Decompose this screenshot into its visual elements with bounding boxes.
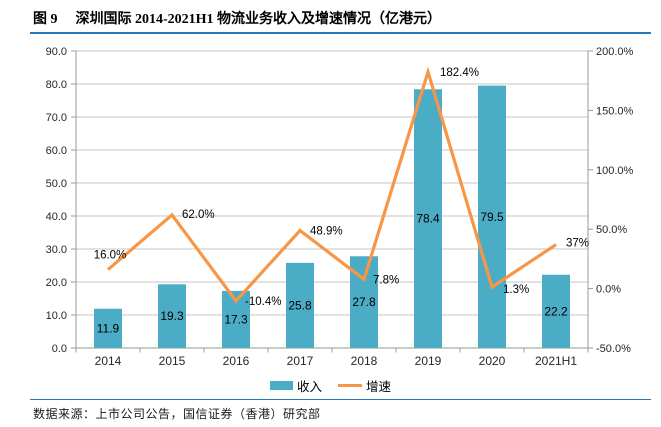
left-axis-tick-label: 70.0 bbox=[46, 112, 67, 124]
legend-label-growth: 增速 bbox=[366, 380, 392, 394]
revenue-bar-2017 bbox=[286, 262, 314, 348]
growth-point-label: -10.4% bbox=[245, 296, 281, 308]
growth-point-label: 16.0% bbox=[94, 250, 127, 262]
revenue-bar-2019 bbox=[414, 89, 442, 348]
x-axis-category-label: 2015 bbox=[159, 354, 186, 368]
left-axis-tick-label: 50.0 bbox=[46, 178, 67, 190]
x-axis-category-label: 2014 bbox=[95, 354, 122, 368]
x-axis-category-label: 2017 bbox=[287, 354, 314, 368]
revenue-growth-combo-chart: 0.0 10.0 20.0 30.0 40.0 50.0 60.0 70.0 80.0 90.0 -… bbox=[46, 46, 634, 368]
right-axis-tick-label: 100.0% bbox=[596, 165, 634, 177]
right-axis-tick-label: 150.0% bbox=[596, 105, 634, 117]
footer-divider-line bbox=[30, 399, 651, 400]
x-axis-category-label: 2016 bbox=[223, 354, 250, 368]
figure-number-label: 图 9 bbox=[33, 12, 58, 27]
revenue-bar-2021H1 bbox=[542, 274, 570, 348]
right-axis-tick-label: -50.0% bbox=[596, 343, 631, 355]
revenue-bar-value-label: 22.2 bbox=[544, 304, 568, 318]
title-divider-line bbox=[30, 32, 651, 34]
growth-line-swatch-icon bbox=[338, 384, 362, 387]
x-axis-category-label: 2021H1 bbox=[535, 354, 577, 368]
x-axis-category-label: 2020 bbox=[479, 354, 506, 368]
x-axis-category-label: 2019 bbox=[415, 354, 442, 368]
growth-point-label: 62.0% bbox=[182, 209, 215, 221]
legend-item-growth: 增速 bbox=[338, 376, 391, 395]
figure-title-text: 深圳国际 2014-2021H1 物流业务收入及增速情况（亿港元） bbox=[75, 12, 442, 27]
revenue-bar-value-label: 11.9 bbox=[97, 321, 120, 335]
legend-item-revenue: 收入 bbox=[269, 376, 322, 395]
growth-point-label: 48.9% bbox=[310, 226, 343, 238]
revenue-bar-value-label: 25.8 bbox=[288, 298, 312, 312]
growth-point-label: 182.4% bbox=[440, 67, 479, 79]
right-axis-tick-label: 50.0% bbox=[596, 224, 627, 236]
revenue-bar-value-label: 17.3 bbox=[224, 312, 248, 326]
revenue-bar-2020 bbox=[478, 85, 506, 349]
legend-label-revenue: 收入 bbox=[296, 380, 322, 394]
revenue-bar-value-label: 19.3 bbox=[160, 309, 184, 323]
revenue-bar-2015 bbox=[158, 284, 186, 348]
chart-legend: 收入 增速 bbox=[0, 376, 661, 395]
left-axis-tick-label: 90.0 bbox=[46, 46, 67, 58]
right-axis-tick-label: 200.0% bbox=[596, 46, 634, 58]
growth-point-label: 1.3% bbox=[503, 284, 529, 296]
figure-title: 图 9 深圳国际 2014-2021H1 物流业务收入及增速情况（亿港元） bbox=[33, 8, 441, 28]
revenue-bar-value-label: 79.5 bbox=[480, 210, 504, 224]
revenue-bar-value-label: 78.4 bbox=[416, 212, 440, 226]
left-axis-tick-label: 0.0 bbox=[52, 343, 67, 355]
growth-point-label: 37% bbox=[566, 238, 589, 250]
right-axis-tick-label: 0.0% bbox=[596, 284, 621, 296]
left-axis-tick-label: 30.0 bbox=[46, 244, 67, 256]
x-axis-category-label: 2018 bbox=[351, 354, 378, 368]
revenue-bar-swatch-icon bbox=[269, 381, 293, 390]
data-source-note: 数据来源：上市公司公告，国信证券（香港）研究部 bbox=[33, 407, 321, 421]
growth-rate-line bbox=[106, 66, 557, 304]
left-axis-tick-label: 40.0 bbox=[46, 211, 67, 223]
growth-point-label: 7.8% bbox=[373, 274, 399, 286]
left-axis-tick-label: 10.0 bbox=[46, 310, 67, 322]
revenue-bar-value-label: 27.8 bbox=[352, 295, 376, 309]
left-axis-tick-label: 80.0 bbox=[46, 79, 67, 91]
left-axis-tick-label: 60.0 bbox=[46, 145, 67, 157]
revenue-bar-2014 bbox=[94, 308, 122, 348]
left-axis-tick-label: 20.0 bbox=[46, 277, 67, 289]
